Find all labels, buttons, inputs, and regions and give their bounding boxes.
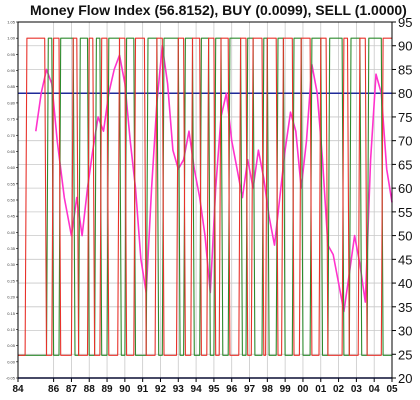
plot-frame — [17, 21, 393, 379]
y-left-tick-label: -0.05 — [6, 376, 16, 381]
x-tick-label: 05 — [386, 384, 398, 395]
x-tick-label: 97 — [244, 384, 256, 395]
y-left-tick-label: 0.25 — [7, 278, 16, 283]
series-line-buy — [18, 37, 392, 356]
y-left-tick-label: 0.55 — [7, 181, 16, 186]
y-right-tick-label: 45 — [398, 252, 412, 267]
series-line-money-flow-index — [35, 44, 393, 313]
y-left-tick-label: 0.95 — [7, 52, 16, 57]
y-left-tick-label: 0.60 — [7, 165, 16, 170]
y-right-tick-label: 50 — [398, 229, 412, 244]
y-right-tick-label: 85 — [398, 62, 412, 77]
y-left-tick-label: 0.90 — [7, 68, 16, 73]
y-right-tick-label: 20 — [398, 371, 412, 386]
y-right-tick-label: 25 — [398, 347, 412, 362]
x-tick-label: 00 — [297, 384, 309, 395]
y-left-tick-label: 0.15 — [7, 311, 16, 316]
y-left-tick-label: 0.75 — [7, 117, 16, 122]
x-tick-label: 92 — [155, 384, 167, 395]
y-left-tick-label: 0.35 — [7, 246, 16, 251]
x-tick-label: 91 — [137, 384, 149, 395]
y-right-tick-label: 70 — [398, 134, 412, 149]
x-tick-label: 89 — [101, 384, 113, 395]
x-tick-label: 86 — [48, 384, 60, 395]
y-left-tick-label: 0.30 — [7, 262, 16, 267]
y-left-tick-label: 0.65 — [7, 149, 16, 154]
y-right-tick-label: 80 — [398, 86, 412, 101]
x-tick-label: 88 — [84, 384, 96, 395]
x-tick-label: 90 — [119, 384, 131, 395]
y-left-tick-label: 0.80 — [7, 100, 16, 105]
y-left-tick-label: 0.45 — [7, 214, 16, 219]
x-tick-label: 99 — [280, 384, 292, 395]
y-right-tick-label: 90 — [398, 39, 412, 54]
chart-title: Money Flow Index (56.8152), BUY (0.0099)… — [30, 2, 407, 18]
y-left-tick-label: 0.20 — [7, 295, 16, 300]
y-left-tick-label: 0.00 — [7, 359, 16, 364]
x-tick-label: 96 — [226, 384, 238, 395]
y-left-tick-label: 1.00 — [7, 36, 16, 41]
y-left-tick-label: 0.40 — [7, 230, 16, 235]
y-left-tick-label: 0.85 — [7, 84, 16, 89]
x-tick-label: 01 — [315, 384, 327, 395]
y-right-tick-label: 35 — [398, 300, 412, 315]
series-line-sell — [18, 37, 392, 356]
x-tick-label: 94 — [191, 384, 203, 395]
y-right-tick-label: 60 — [398, 181, 412, 196]
y-right-tick-label: 55 — [398, 205, 412, 220]
y-left-tick-label: 0.70 — [7, 133, 16, 138]
y-right-tick-label: 75 — [398, 110, 412, 125]
x-tick-label: 95 — [208, 384, 220, 395]
y-right-tick-label: 40 — [398, 276, 412, 291]
x-tick-label: 98 — [262, 384, 274, 395]
y-left-tick-label: 1.05 — [7, 20, 16, 25]
x-tick-label: 03 — [351, 384, 363, 395]
y-right-tick-label: 65 — [398, 157, 412, 172]
y-right-tick-label: 95 — [398, 15, 412, 30]
x-tick-label: 93 — [173, 384, 185, 395]
x-tick-label: 84 — [12, 384, 24, 395]
x-tick-label: 02 — [333, 384, 345, 395]
y-left-tick-label: 0.50 — [7, 198, 16, 203]
y-left-tick-label: 0.10 — [7, 327, 16, 332]
x-tick-label: 87 — [66, 384, 78, 395]
y-left-tick-label: 0.05 — [7, 343, 16, 348]
y-right-tick-label: 30 — [398, 324, 412, 339]
x-tick-label: 04 — [369, 384, 381, 395]
